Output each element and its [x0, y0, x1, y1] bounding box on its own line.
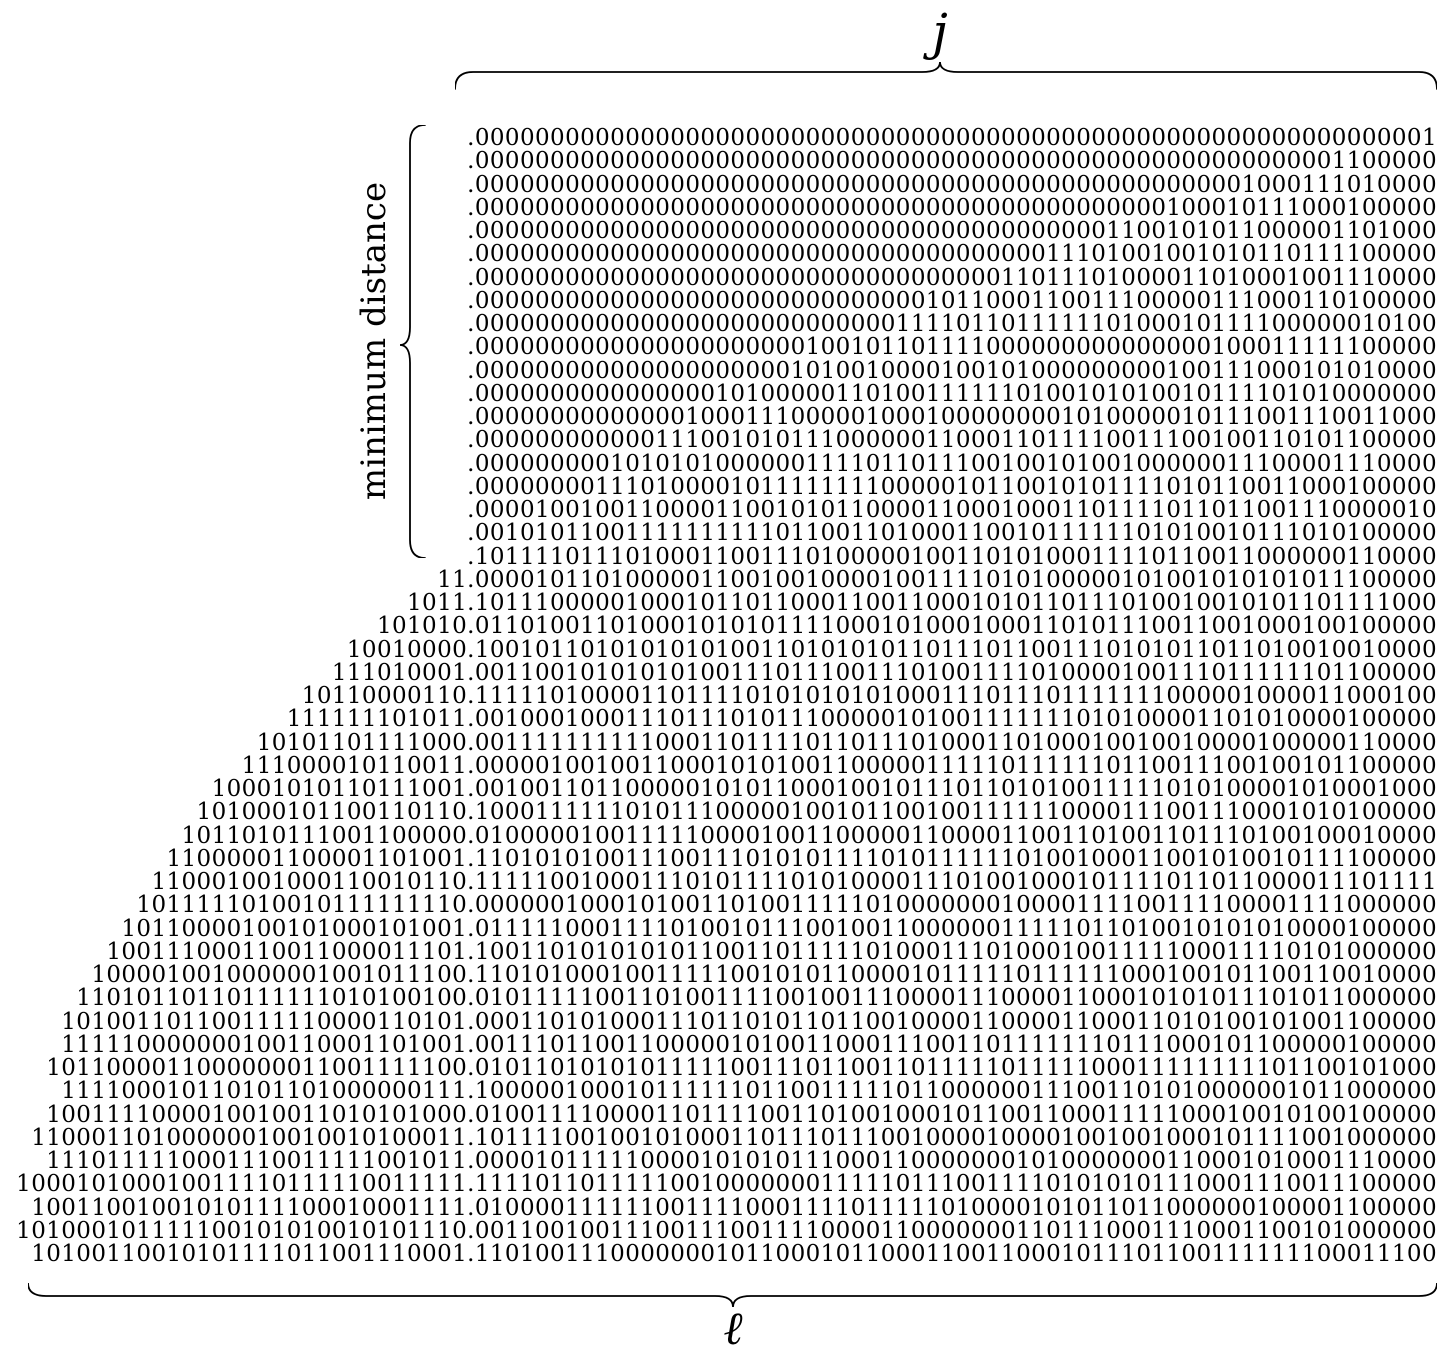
binary-row: 1110111110001110011111001011.00001011111… — [46, 1148, 1437, 1174]
binary-row: 111111101011.001000100011101110101110000… — [286, 706, 1437, 733]
binary-row: 100111000110011000011101.100110101010101… — [106, 938, 1437, 965]
binary-row: 101010.011010011010001010101111000101000… — [376, 613, 1437, 640]
binary-row: 101000101111100101010010101110.001100100… — [16, 1217, 1437, 1244]
binary-row: .000000000000000000000000000000000000000… — [467, 218, 1437, 244]
binary-row: 10010000.1001011010101010100110101010110… — [346, 636, 1437, 663]
binary-row: .001010110011111111110110011010001100101… — [467, 520, 1437, 547]
binary-row: 110001001000110010110.111110010001110101… — [151, 869, 1437, 895]
binary-row: 101000101100110110.100011111101011100000… — [196, 799, 1437, 826]
binary-row: 111000010110011.000001001001100010101001… — [241, 752, 1437, 779]
binary-row: 11010110110111111010100100.0101111100110… — [76, 985, 1437, 1012]
binary-row: 11.0000101101000001100100100001001111010… — [437, 566, 1437, 593]
binary-row: .000000000000000000000000000000101100011… — [467, 287, 1437, 314]
top-axis-label-j: j — [932, 3, 948, 61]
bottom-brace — [28, 1283, 1437, 1308]
bottom-axis-label-ell: ℓ — [723, 1301, 743, 1355]
binary-row: .000010010011000011001010110000110001000… — [467, 497, 1437, 523]
binary-row: 1011.10111000001000101101100011001100010… — [407, 590, 1437, 616]
binary-row: 10110000110.1111101000011011110101010101… — [301, 683, 1437, 709]
binary-matrix: .000000000000000000000000000000000000000… — [16, 125, 1437, 1267]
binary-row: 10101101111000.0011111111110001101111011… — [256, 729, 1437, 756]
binary-row: .000000001110100001011111111000001011001… — [467, 473, 1437, 500]
top-brace — [455, 62, 1437, 90]
binary-row: .000000000000000000000010010110111100000… — [467, 334, 1437, 361]
binary-row: .000000000000000000000000000000000000000… — [467, 148, 1437, 175]
binary-row: 10100110010101111011001110001.1101001110… — [31, 1241, 1437, 1267]
binary-row: .000000000000001000111000001000100000000… — [467, 404, 1437, 430]
binary-row: 1011111010010111111110.00000010001010011… — [136, 892, 1437, 919]
binary-row: 10011001001010111100010001111.0100001111… — [31, 1194, 1437, 1221]
binary-row: .000000000000000000000000000000000000001… — [467, 241, 1437, 268]
binary-row: .000000000101010100000011110110111001001… — [467, 450, 1437, 477]
binary-row: .000000000000000000000000000000000000000… — [467, 171, 1437, 198]
binary-row: 1000010010000001001011100.11010100010011… — [91, 962, 1437, 988]
binary-row: .000000000000000000000000000000000001101… — [467, 264, 1437, 291]
binary-row: .000000000000000010100000110100111111010… — [467, 380, 1437, 407]
binary-row: .000000000000000000000101001000010010100… — [467, 357, 1437, 384]
binary-row: 101001101100111110000110101.000110101000… — [61, 1008, 1437, 1035]
binary-row: 111110000000100110001101001.001110110011… — [61, 1031, 1437, 1058]
left-brace — [400, 125, 426, 558]
binary-row: 111100010110101101000000111.100000100010… — [61, 1078, 1437, 1105]
binary-row: 111010001.001100101010101001110111001110… — [331, 659, 1437, 686]
binary-row: 100010100010011110111110011111.111101101… — [16, 1171, 1437, 1198]
binary-row: 11000001100001101001.1101010100111001110… — [166, 845, 1437, 872]
binary-row: .000000000000000000000000000000000000000… — [467, 125, 1437, 151]
binary-row: 1011010111001100000.01000001001111100001… — [181, 822, 1437, 849]
binary-row: .000000000000111001010111000000110001101… — [467, 427, 1437, 454]
binary-row: 10110000100101000101001.0111110001111010… — [121, 915, 1437, 942]
binary-row: .101111011101000110011101000001001101010… — [467, 543, 1437, 570]
binary-row: 1001111000010010011010101000.01001111000… — [46, 1101, 1437, 1128]
binary-row: 10001010110111001.0010011011000001010110… — [211, 776, 1437, 802]
binary-row: 1011000011000000011001111100.01011010101… — [46, 1055, 1437, 1081]
binary-row: 11000110100000010010010100011.1011110010… — [31, 1124, 1437, 1151]
binary-row: .000000000000000000000000000011110110111… — [467, 311, 1437, 337]
binary-row: .000000000000000000000000000000000000000… — [467, 194, 1437, 221]
